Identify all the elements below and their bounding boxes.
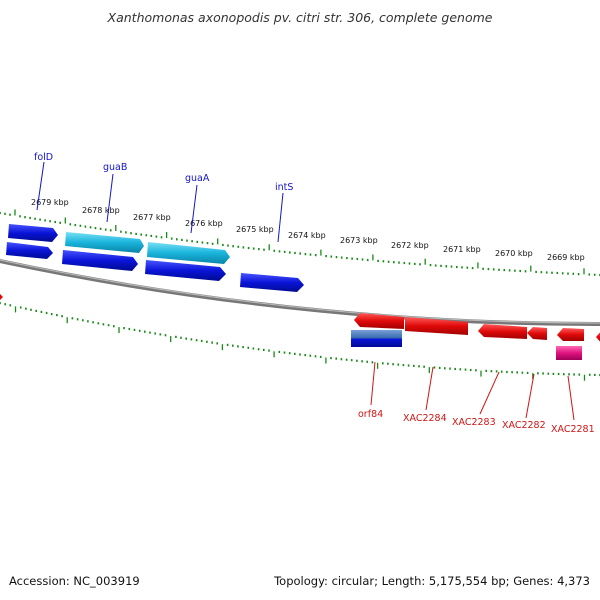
scale-label: 2677 kbp: [133, 213, 171, 222]
tick-track-lower: [0, 301, 600, 381]
leader-line: [277, 192, 284, 243]
gene-arrow-xac2283[interactable]: [478, 324, 527, 339]
genome-backbone: [0, 259, 600, 326]
page-title: Xanthomonas axonopodis pv. citri str. 30…: [107, 10, 493, 25]
gene-label-orf84[interactable]: orf84: [358, 409, 383, 420]
gene-arrow-xac2282[interactable]: [527, 327, 547, 340]
forward-genes: [0, 224, 304, 300]
gene-label-xac2283[interactable]: XAC2283: [452, 417, 496, 428]
scale-label: 2669 kbp: [547, 253, 585, 262]
leader-line: [36, 161, 45, 211]
gene-arrow-xac2281[interactable]: [557, 328, 584, 341]
gene-label-ints[interactable]: intS: [275, 182, 293, 193]
gene-label-xac2284[interactable]: XAC2284: [403, 413, 447, 424]
scale-label: 2670 kbp: [495, 249, 533, 258]
gene-arrow-ints[interactable]: [240, 273, 304, 292]
gene-label-fold[interactable]: folD: [34, 152, 53, 163]
gene-label-xac2281[interactable]: XAC2281: [551, 424, 595, 435]
gene-arrow[interactable]: [354, 313, 404, 329]
gene-arrow-guab[interactable]: [65, 232, 144, 253]
scale-labels: 2679 kbp 2678 kbp 2677 kbp 2676 kbp 2675…: [31, 198, 585, 262]
scale-label: 2672 kbp: [391, 241, 429, 250]
reverse-genes: [351, 313, 600, 360]
scale-label: 2676 kbp: [185, 219, 223, 228]
scale-label: 2679 kbp: [31, 198, 69, 207]
leader-line: [106, 173, 114, 223]
leader-line: [190, 184, 198, 234]
scale-label: 2678 kbp: [82, 206, 120, 215]
gene-label-guaa[interactable]: guaA: [185, 173, 210, 184]
reverse-gene-labels: orf84 XAC2284 XAC2283 XAC2282 XAC2281: [358, 361, 595, 435]
gene-arrow[interactable]: [145, 260, 226, 281]
leader-line: [567, 375, 575, 421]
gene-arrow[interactable]: [596, 330, 600, 344]
leader-line: [370, 361, 376, 406]
gene-arrow-guaa[interactable]: [147, 242, 230, 264]
tick-track-upper: [0, 209, 600, 277]
gene-box-pink[interactable]: [556, 346, 582, 360]
forward-gene-labels: folD guaB guaA intS: [34, 152, 293, 243]
gene-arrow[interactable]: [8, 224, 58, 242]
gene-arrow[interactable]: [62, 250, 138, 271]
leader-line: [425, 366, 434, 411]
gene-arrow[interactable]: [6, 242, 53, 259]
gene-label-xac2282[interactable]: XAC2282: [502, 420, 546, 431]
scale-label: 2671 kbp: [443, 245, 481, 254]
scale-label: 2675 kbp: [236, 225, 274, 234]
gene-arrow[interactable]: [0, 294, 3, 300]
gene-label-guab[interactable]: guaB: [103, 162, 127, 173]
gene-arrow-xac2284[interactable]: [405, 317, 468, 335]
gene-box-orf84[interactable]: [351, 330, 402, 347]
scale-label: 2674 kbp: [288, 231, 326, 240]
leader-line: [525, 373, 535, 419]
leader-line: [479, 371, 500, 415]
genome-summary-text: Topology: circular; Length: 5,175,554 bp…: [274, 574, 590, 588]
scale-label: 2673 kbp: [340, 236, 378, 245]
accession-text: Accession: NC_003919: [9, 574, 140, 588]
